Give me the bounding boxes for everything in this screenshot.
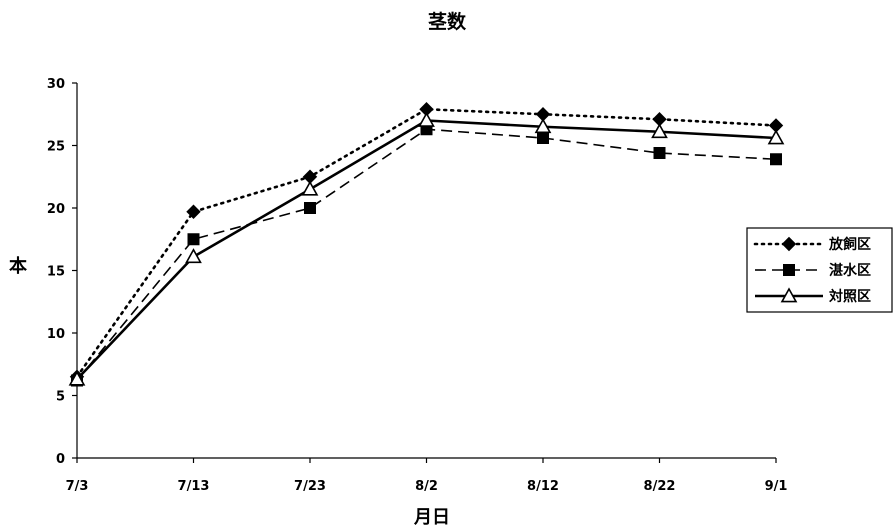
x-tick-label: 7/3 xyxy=(66,479,89,494)
series-line xyxy=(76,119,777,381)
legend-box xyxy=(746,227,893,313)
legend-label: 対照区 xyxy=(828,288,871,305)
data-point xyxy=(418,111,435,127)
chart-title: 茎数 xyxy=(428,10,467,33)
y-tick-label: 5 xyxy=(56,390,65,405)
y-tick-label: 25 xyxy=(47,140,65,155)
x-tick-label: 8/2 xyxy=(415,479,438,494)
x-axis-title: 月日 xyxy=(413,507,450,528)
data-point xyxy=(537,132,549,144)
y-tick-label: 30 xyxy=(47,77,65,92)
data-point xyxy=(185,248,202,264)
data-point xyxy=(770,153,782,166)
data-point xyxy=(186,204,201,219)
legend-label: 放飼区 xyxy=(828,236,871,253)
legend-marker xyxy=(781,236,797,252)
data-point xyxy=(301,180,319,196)
data-point xyxy=(68,370,86,386)
series-diamond xyxy=(69,102,784,384)
legend-label: 湛水区 xyxy=(829,262,871,279)
x-tick-label: 8/22 xyxy=(644,479,676,494)
data-point xyxy=(651,123,668,139)
series-line xyxy=(76,128,777,382)
data-point xyxy=(304,202,316,214)
data-point xyxy=(187,233,200,246)
series-layer xyxy=(68,102,785,387)
y-tick-label: 10 xyxy=(47,327,65,342)
y-tick-label: 0 xyxy=(56,452,65,467)
axes: 0 5 10 15 20 25 30 7/3 7/13 7/23 8/2 8/12 8/22 9/1 xyxy=(47,77,788,494)
y-tick-label: 15 xyxy=(47,265,65,280)
legend-marker xyxy=(780,287,798,303)
data-point xyxy=(653,147,666,159)
series-line xyxy=(75,107,778,379)
data-point xyxy=(534,118,552,134)
x-tick-label: 7/23 xyxy=(294,479,326,494)
y-axis-title: 本 xyxy=(9,255,27,277)
y-tick-label: 20 xyxy=(47,202,65,217)
x-tick-label: 9/1 xyxy=(765,479,788,494)
legend-marker xyxy=(783,264,795,276)
series-triangle xyxy=(68,111,785,386)
x-tick-label: 7/13 xyxy=(178,479,210,494)
x-tick-label: 8/12 xyxy=(527,479,559,494)
data-point xyxy=(767,129,785,145)
series-square xyxy=(71,123,782,387)
